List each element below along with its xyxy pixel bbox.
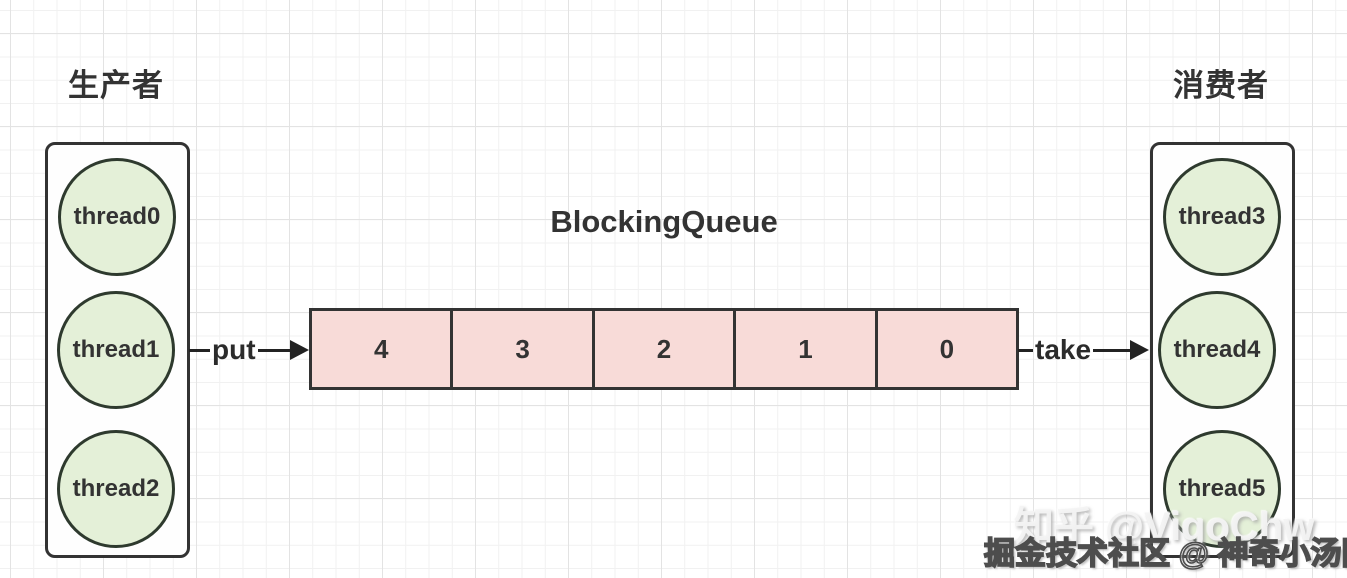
queue-cell-2: 2 [591, 311, 733, 387]
producer-thread1-circle: thread1 [57, 291, 175, 409]
juejin-watermark: 掘金技术社区 @ 神奇小汤圆 [983, 535, 1347, 572]
take-arrow-line [1018, 348, 1033, 352]
take-arrow-line [1093, 348, 1130, 352]
put-arrow-line [257, 348, 290, 352]
queue-cell-4-value: 0 [939, 333, 955, 364]
queue-cell-1-value: 3 [515, 333, 530, 364]
producer-thread0-label: thread0 [73, 203, 161, 230]
consumer-thread3-circle: thread3 [1163, 158, 1281, 276]
put-arrow-line [189, 348, 210, 352]
queue-cell-3-value: 1 [798, 333, 813, 364]
queue-cell-3: 1 [733, 311, 874, 387]
consumer-thread4-circle: thread4 [1158, 291, 1276, 409]
take-arrowhead-icon [1130, 340, 1149, 360]
producer-thread1-label: thread1 [72, 336, 160, 363]
producer-title: 生产者 [68, 68, 164, 103]
producer-thread2-label: thread2 [72, 475, 160, 502]
put-arrowhead-icon [290, 340, 309, 360]
queue-cell-1: 3 [450, 311, 591, 387]
consumer-thread3-label: thread3 [1178, 203, 1266, 230]
consumer-thread5-label: thread5 [1178, 475, 1266, 502]
queue-cell-0: 4 [312, 311, 450, 387]
consumer-thread5-circle: thread5 [1163, 430, 1281, 548]
blockingqueue-title: BlockingQueue [550, 204, 778, 239]
consumer-title: 消费者 [1173, 68, 1269, 103]
queue-cell-4: 0 [874, 311, 1016, 387]
producer-thread2-circle: thread2 [57, 430, 175, 548]
queue-cell-2-value: 2 [656, 333, 672, 364]
blocking-queue: 4 3 2 1 0 [309, 308, 1019, 390]
queue-cell-0-value: 4 [373, 333, 389, 364]
zhihu-watermark: 知乎 @VigoChw [1014, 505, 1315, 549]
producer-thread0-circle: thread0 [58, 158, 176, 276]
consumer-thread4-label: thread4 [1173, 336, 1261, 363]
